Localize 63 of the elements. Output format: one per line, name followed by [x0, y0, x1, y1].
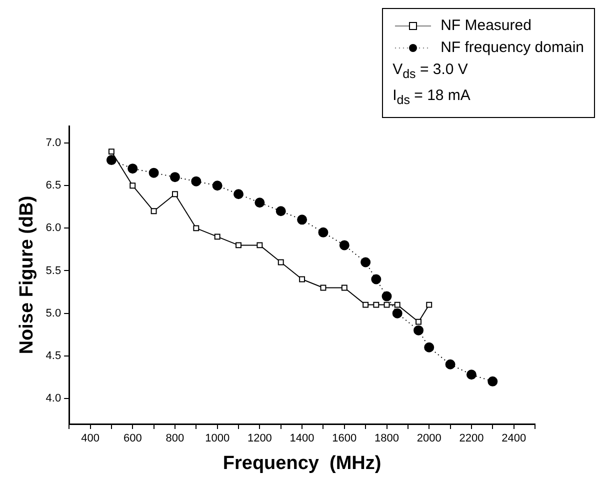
point — [172, 191, 178, 198]
x-tick-label: 1200 — [247, 432, 272, 445]
point — [234, 189, 244, 200]
point — [466, 370, 476, 380]
point — [382, 291, 392, 302]
point — [360, 257, 371, 268]
point — [236, 242, 242, 248]
point — [424, 342, 434, 352]
point — [212, 180, 222, 191]
x-tick-label: 1000 — [205, 432, 230, 445]
x-tick-label: 2000 — [416, 432, 442, 445]
point — [214, 234, 220, 240]
point — [320, 284, 326, 291]
text: I$_{ds}$ = 18 mA — [392, 86, 472, 109]
x-tick-label: 2400 — [502, 432, 526, 445]
legend-label: NF frequency domain — [440, 38, 584, 58]
point — [278, 259, 284, 266]
x-tick-label: 600 — [123, 432, 142, 445]
y-tick-label: 6.5 — [46, 180, 62, 192]
x-tick-label: 800 — [166, 432, 184, 445]
point — [371, 274, 382, 284]
point — [297, 214, 308, 225]
point — [341, 284, 348, 291]
legend-label: NF Measured — [440, 16, 532, 36]
point — [416, 318, 422, 325]
point — [130, 182, 136, 189]
y-tick-label: 4.5 — [46, 350, 62, 362]
point — [488, 376, 498, 386]
point — [276, 206, 286, 216]
text: V$_{ds}$ = 3.0 V — [392, 60, 469, 83]
x-tick-label: 1800 — [374, 432, 399, 445]
point — [191, 176, 202, 186]
point — [256, 242, 263, 248]
y-tick-label: 7.0 — [46, 137, 62, 150]
point — [394, 302, 400, 308]
x-axis-title: Frequency (MHz) — [222, 452, 382, 474]
point — [170, 172, 180, 182]
x-tick-label: 400 — [81, 432, 100, 445]
x-tick-label: 1400 — [290, 432, 314, 445]
point — [373, 302, 380, 308]
y-axis-title: Noise Figure (dB) — [16, 196, 38, 354]
x-tick-label: 1600 — [332, 432, 357, 445]
point — [362, 302, 369, 308]
point — [392, 308, 402, 318]
point — [299, 276, 306, 282]
point — [318, 227, 328, 238]
y-tick-label: 5.0 — [46, 307, 62, 320]
point — [414, 325, 424, 336]
point — [150, 208, 157, 214]
point — [108, 148, 114, 155]
point — [384, 302, 390, 308]
y-tick-label: 4.0 — [46, 392, 62, 404]
point — [193, 225, 200, 232]
point — [128, 164, 138, 174]
point — [106, 155, 116, 166]
point — [148, 168, 159, 178]
point — [445, 359, 456, 370]
y-tick-label: 6.0 — [46, 222, 62, 234]
x-tick-label: 2200 — [459, 432, 484, 445]
point — [426, 302, 432, 308]
point — [339, 240, 350, 250]
y-tick-label: 5.5 — [46, 264, 62, 277]
point — [254, 198, 265, 208]
